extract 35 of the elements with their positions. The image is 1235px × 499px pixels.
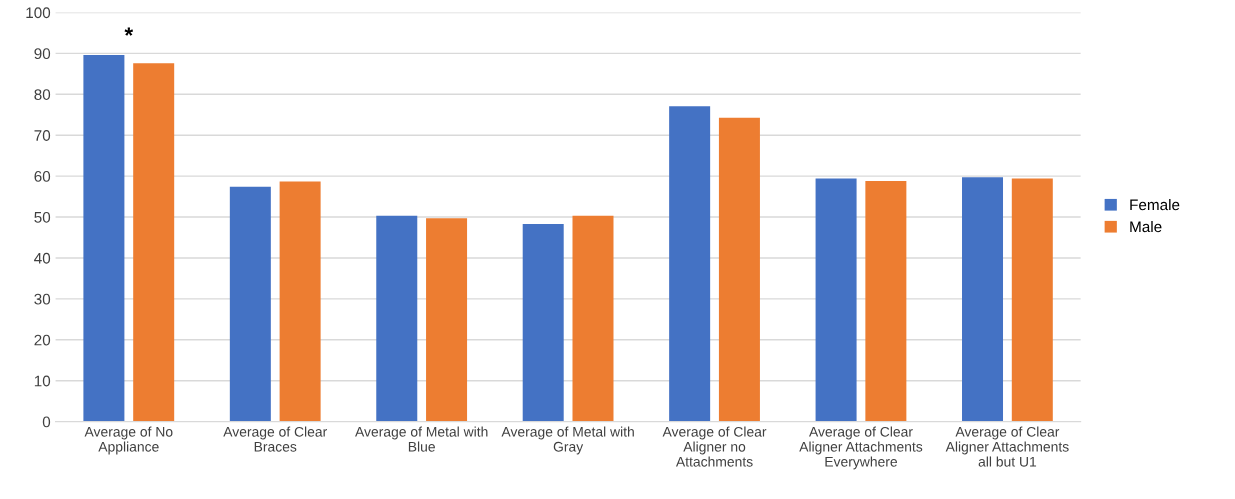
y-tick-label: 90	[34, 48, 51, 60]
x-tick-label: Average of No Appliance	[84, 426, 173, 455]
bar	[229, 186, 271, 422]
bar	[522, 224, 564, 422]
bar	[572, 215, 614, 422]
x-tick-label: Average of Clear Braces	[223, 426, 327, 452]
bar	[718, 117, 760, 422]
y-tick-label: 30	[34, 293, 51, 305]
y-tick-label: 40	[34, 252, 51, 264]
bar	[1011, 178, 1053, 422]
bar	[962, 177, 1004, 422]
y-tick-label: 100	[26, 7, 51, 19]
bar	[426, 218, 468, 422]
x-tick-label: Average of Metal with Gray	[501, 426, 634, 455]
bar	[83, 55, 125, 422]
y-tick-label: 0	[42, 416, 51, 428]
x-tick-label: Average of Clear Aligner Attachments all but U1	[945, 426, 1069, 467]
x-tick-label: Average of Metal with Blue	[355, 426, 488, 452]
y-tick-label: 80	[34, 89, 51, 100]
annotation: *	[124, 27, 134, 36]
bar	[376, 215, 418, 422]
bar	[815, 178, 857, 422]
legend-label: Female	[1130, 199, 1180, 211]
y-tick-label: 60	[34, 171, 51, 182]
y-tick-label: 50	[34, 211, 51, 223]
x-tick-label: Average of Clear Aligner Attachments Everywhere	[799, 426, 923, 470]
y-tick-label: 10	[34, 375, 51, 387]
bar	[669, 106, 711, 422]
bar	[279, 181, 321, 422]
y-tick-label: 20	[34, 334, 51, 346]
bar	[865, 181, 907, 422]
legend-label: Male	[1130, 220, 1162, 233]
y-tick-label: 70	[34, 130, 51, 141]
x-tick-label: Average of Clear Aligner no Attachments	[662, 426, 767, 467]
bar	[133, 63, 175, 422]
